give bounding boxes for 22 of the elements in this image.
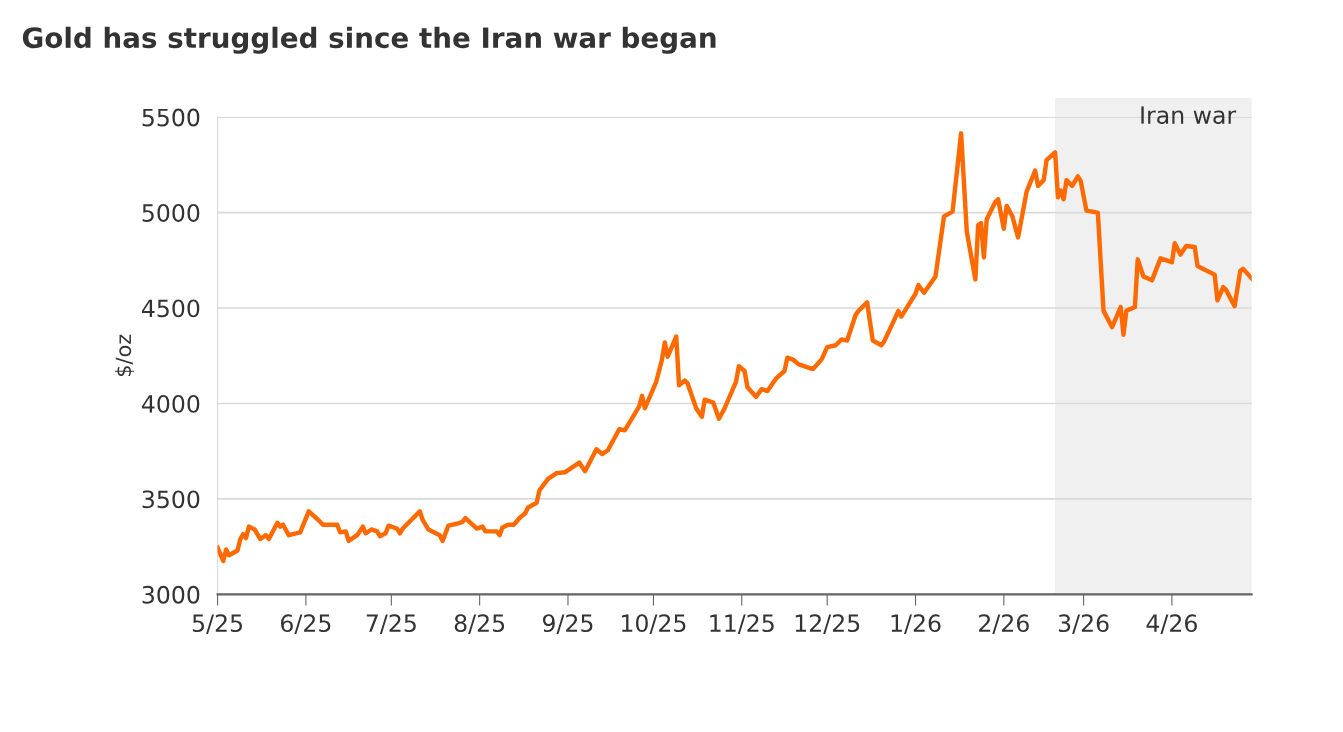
y-tick-label: 5000 <box>142 204 200 222</box>
y-tick-label: 5500 <box>142 108 200 127</box>
line-series <box>217 131 1252 564</box>
x-tick-label: 8/25 <box>454 614 505 634</box>
band-label: Iran war <box>1141 106 1237 124</box>
x-tick-label: 1/26 <box>891 614 941 634</box>
x-tick-label: 3/26 <box>1058 614 1109 634</box>
y-tick-label: 3500 <box>142 490 200 509</box>
x-tick-label: 7/25 <box>366 614 416 634</box>
x-tick-label: 12/25 <box>795 614 860 634</box>
x-tick-label: 2/26 <box>979 614 1029 634</box>
chart-title: Gold has struggled since the Iran war began <box>22 26 716 54</box>
y-tick-label: 4500 <box>141 299 200 318</box>
x-tick-label: 10/25 <box>622 614 686 634</box>
x-tick-label: 5/25 <box>192 614 243 634</box>
y-tick-label: 3000 <box>142 585 200 604</box>
x-tick-label: 6/25 <box>281 614 331 634</box>
x-tick-label: 4/26 <box>1146 614 1197 634</box>
x-tick-label: 11/25 <box>710 614 774 634</box>
y-tick-label: 4000 <box>141 394 200 413</box>
x-tick-label: 9/25 <box>542 614 593 634</box>
y-axis-title: $/oz <box>115 334 134 376</box>
